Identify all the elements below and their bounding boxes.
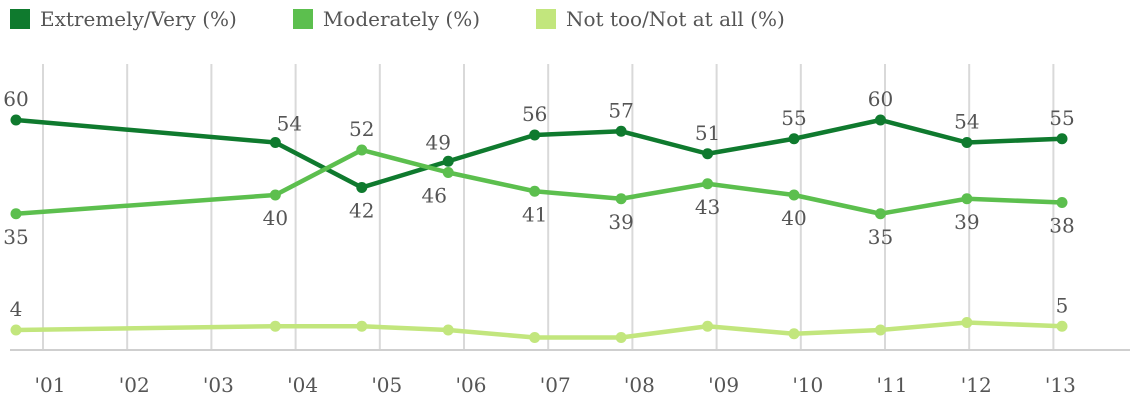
data-label: 55 [781, 106, 806, 130]
data-label: 5 [1056, 293, 1069, 317]
data-point [269, 137, 281, 148]
data-point [615, 193, 627, 205]
x-tick-label: '05 [371, 373, 402, 397]
data-point [356, 144, 368, 156]
grid [42, 64, 1055, 350]
data-point [874, 114, 886, 126]
data-point [961, 317, 973, 328]
data-point [10, 324, 22, 336]
data-point [529, 332, 541, 343]
series-line-0 [13, 117, 1065, 190]
data-point [269, 320, 281, 332]
data-label: 54 [954, 110, 979, 134]
data-point [1056, 133, 1068, 145]
data-label: 56 [522, 102, 547, 126]
data-label: 41 [522, 202, 547, 226]
data-label: 54 [277, 112, 302, 136]
data-label: 46 [422, 184, 447, 208]
series-points [10, 114, 1068, 343]
data-point [442, 324, 454, 336]
data-point [1056, 320, 1068, 332]
x-tick-label: '13 [1045, 373, 1076, 397]
legend-label-extremely-very: Extremely/Very (%) [40, 7, 237, 31]
data-label: 40 [263, 206, 288, 230]
data-point [615, 332, 627, 343]
x-tick-label: '04 [287, 373, 318, 397]
x-tick-label: '08 [624, 373, 655, 397]
data-point [788, 189, 800, 201]
x-tick-label: '06 [456, 373, 487, 397]
data-label: 52 [349, 117, 374, 141]
data-label: 42 [349, 199, 374, 223]
data-point [529, 185, 541, 197]
data-label: 39 [608, 210, 633, 234]
legend-item-not-too: Not too/Not at all (%) [536, 7, 785, 31]
data-point [10, 114, 22, 126]
data-point [529, 129, 541, 141]
data-label: 60 [3, 87, 28, 111]
data-point [788, 133, 800, 145]
data-point [442, 155, 454, 167]
x-tick-label: '03 [203, 373, 234, 397]
legend: Extremely/Very (%) Moderately (%) Not to… [10, 4, 841, 34]
data-point [356, 320, 368, 332]
legend-swatch-not-too [536, 9, 557, 29]
data-point [874, 324, 886, 336]
data-label: 57 [608, 98, 633, 122]
data-point [1056, 197, 1068, 208]
data-point [615, 125, 627, 137]
legend-swatch-extremely-very [10, 9, 30, 29]
data-label: 51 [695, 121, 720, 145]
data-point [874, 208, 886, 220]
x-axis: '01 '02 '03 '04 '05 '06 '07 '08 '09 '10 '11 '12 '13 [10, 349, 1130, 397]
data-point [702, 178, 714, 190]
data-point [442, 167, 454, 178]
data-label: 49 [426, 130, 451, 154]
x-tick-label: '07 [540, 373, 571, 397]
data-point [702, 320, 714, 332]
data-point [702, 148, 714, 160]
data-label: 35 [868, 225, 893, 249]
x-tick-label: '09 [708, 373, 739, 397]
legend-label-not-too: Not too/Not at all (%) [566, 7, 785, 31]
data-label: 43 [695, 195, 720, 219]
legend-swatch-moderately [292, 9, 313, 29]
data-label: 40 [781, 206, 806, 230]
data-label: 4 [10, 297, 23, 321]
data-point [961, 193, 973, 205]
legend-item-moderately: Moderately (%) [292, 7, 481, 31]
data-point [961, 137, 973, 148]
data-point [10, 208, 22, 220]
data-point [269, 189, 281, 201]
x-tick-label: '02 [119, 373, 150, 397]
legend-item-extremely-very: Extremely/Very (%) [10, 7, 237, 31]
x-tick-label: '11 [877, 373, 908, 397]
series-lines [13, 117, 1065, 340]
x-tick-label: '01 [35, 373, 66, 397]
data-label: 38 [1049, 214, 1074, 238]
data-point [788, 328, 800, 340]
data-point [356, 182, 368, 193]
x-tick-label: '12 [961, 373, 992, 397]
x-tick-label: '10 [792, 373, 823, 397]
legend-label-moderately: Moderately (%) [322, 7, 481, 31]
data-label: 55 [1049, 106, 1074, 130]
data-label: 35 [3, 225, 28, 249]
data-label: 39 [954, 210, 979, 234]
data-label: 60 [868, 87, 893, 111]
